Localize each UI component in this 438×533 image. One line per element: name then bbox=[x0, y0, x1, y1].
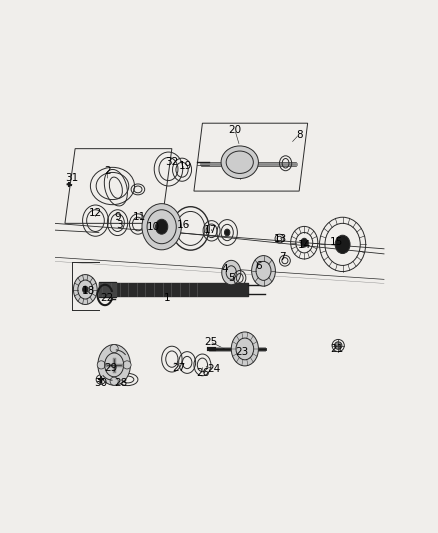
Text: 22: 22 bbox=[101, 293, 114, 303]
Text: 26: 26 bbox=[196, 368, 209, 378]
Text: 16: 16 bbox=[177, 220, 191, 230]
Text: 10: 10 bbox=[147, 222, 160, 232]
Text: 4: 4 bbox=[221, 264, 228, 274]
Text: 2: 2 bbox=[104, 166, 111, 176]
Text: 9: 9 bbox=[114, 212, 121, 222]
Text: 29: 29 bbox=[104, 362, 117, 373]
Text: 1: 1 bbox=[163, 293, 170, 303]
Ellipse shape bbox=[222, 260, 241, 285]
Text: 15: 15 bbox=[330, 237, 343, 247]
Ellipse shape bbox=[224, 229, 230, 236]
Circle shape bbox=[97, 361, 105, 369]
Polygon shape bbox=[65, 149, 172, 223]
Ellipse shape bbox=[98, 344, 131, 385]
Text: 23: 23 bbox=[235, 348, 248, 357]
Text: 13: 13 bbox=[274, 233, 287, 244]
Text: 20: 20 bbox=[228, 125, 241, 135]
Text: 21: 21 bbox=[330, 344, 343, 354]
Text: 18: 18 bbox=[82, 286, 95, 296]
Ellipse shape bbox=[251, 256, 276, 286]
Text: 6: 6 bbox=[255, 261, 262, 271]
Text: 5: 5 bbox=[228, 273, 235, 282]
Text: 3: 3 bbox=[116, 220, 123, 230]
Polygon shape bbox=[194, 123, 307, 191]
Text: 32: 32 bbox=[165, 157, 179, 167]
Text: 17: 17 bbox=[204, 225, 218, 235]
Text: 19: 19 bbox=[179, 160, 192, 171]
Ellipse shape bbox=[231, 332, 258, 366]
Circle shape bbox=[335, 342, 342, 349]
Text: 12: 12 bbox=[89, 208, 102, 218]
Ellipse shape bbox=[74, 274, 97, 304]
Text: 7: 7 bbox=[279, 252, 286, 262]
Ellipse shape bbox=[155, 219, 168, 234]
Text: 25: 25 bbox=[204, 337, 218, 347]
Text: 30: 30 bbox=[94, 378, 107, 388]
Circle shape bbox=[110, 377, 118, 385]
Ellipse shape bbox=[83, 286, 88, 293]
Ellipse shape bbox=[335, 235, 350, 254]
Text: 27: 27 bbox=[172, 362, 185, 373]
Circle shape bbox=[123, 361, 131, 369]
Circle shape bbox=[110, 344, 118, 353]
Ellipse shape bbox=[142, 204, 181, 250]
Ellipse shape bbox=[221, 146, 258, 179]
Text: 11: 11 bbox=[133, 212, 146, 222]
Text: 14: 14 bbox=[297, 240, 311, 251]
Text: 28: 28 bbox=[114, 378, 127, 388]
Ellipse shape bbox=[301, 238, 307, 247]
Text: 24: 24 bbox=[208, 364, 221, 374]
Text: 8: 8 bbox=[296, 130, 303, 140]
Text: 31: 31 bbox=[65, 173, 78, 182]
